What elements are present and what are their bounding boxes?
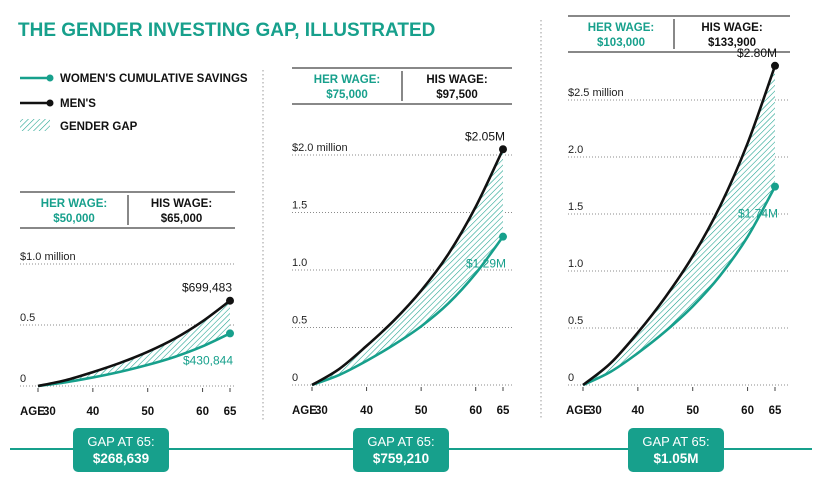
y-tick-label: 0.5 (20, 312, 35, 324)
men-savings-line (37, 299, 231, 388)
women-savings-line (582, 186, 777, 387)
men-endpoint (226, 296, 234, 305)
legend-item-gap: GENDER GAP (20, 119, 138, 133)
gap-badge-value: $759,210 (373, 451, 429, 466)
x-tick-label: 60 (196, 406, 209, 418)
his-wage-label: HIS WAGE: (701, 22, 762, 34)
women-savings-line (37, 332, 231, 388)
x-tick-label: 40 (360, 405, 373, 417)
x-tick-label: 60 (741, 405, 754, 417)
chart-panel-1: HER WAGE: $50,000 HIS WAGE: $65,000 0 0.5 $1.0… (20, 191, 237, 472)
x-tick-label: 50 (686, 405, 699, 417)
gap-badge (73, 428, 169, 472)
men-savings-line (311, 148, 505, 387)
y-tick-label: $2.0 million (292, 142, 348, 154)
legend: WOMEN'S CUMULATIVE SAVINGS MEN'S GENDER … (20, 73, 248, 133)
y-tick-label: 1.5 (292, 200, 307, 212)
y-tick-label: 1.0 (292, 257, 307, 269)
chart-panel-3: HER WAGE: $103,000 HIS WAGE: $133,900 0 0.5 1.… (566, 15, 790, 472)
men-savings-line (582, 65, 777, 387)
y-tick-label: 1.5 (568, 201, 583, 213)
gap-badge-label: GAP AT 65: (367, 434, 434, 449)
gender-gap-area (38, 300, 230, 386)
her-wage-label: HER WAGE: (314, 74, 380, 86)
y-tick-label: 1.0 (568, 258, 583, 270)
his-wage-value: $97,500 (436, 89, 478, 101)
gap-badge (628, 428, 724, 472)
gender-gap-area (312, 149, 503, 385)
y-tick-label: $2.5 million (568, 87, 624, 99)
x-axis-title: AGE (566, 405, 591, 417)
gap-badge-label: GAP AT 65: (87, 434, 154, 449)
y-tick-label: $1.0 million (20, 251, 76, 263)
gap-badge-label: GAP AT 65: (642, 434, 709, 449)
x-tick-label: 40 (86, 406, 99, 418)
x-tick-label: 65 (497, 405, 510, 417)
women-endpoint (226, 329, 234, 338)
his-wage-value: $65,000 (161, 213, 203, 225)
x-axis-title: AGE (292, 405, 317, 417)
men-endpoint (499, 145, 507, 154)
x-tick-label: 40 (631, 405, 644, 417)
women-endpoint (771, 182, 779, 191)
gap-badge (353, 428, 449, 472)
her-wage-label: HER WAGE: (41, 198, 107, 210)
y-tick-label: 0 (292, 372, 298, 384)
legend-label-gap: GENDER GAP (60, 121, 138, 133)
legend-label-women: WOMEN'S CUMULATIVE SAVINGS (60, 73, 248, 85)
y-tick-label: 0 (20, 373, 26, 385)
women-endpoint (499, 232, 507, 241)
her-wage-value: $103,000 (597, 37, 645, 49)
his-wage-label: HIS WAGE: (426, 74, 487, 86)
her-wage-value: $75,000 (326, 89, 368, 101)
legend-item-men: MEN'S (20, 98, 96, 110)
legend-label-men: MEN'S (60, 98, 96, 110)
x-tick-label: 65 (224, 406, 237, 418)
women-end-label: $1.74M (738, 207, 778, 221)
figure-title: THE GENDER INVESTING GAP, ILLUSTRATED (18, 20, 435, 41)
y-tick-label: 2.0 (568, 144, 583, 156)
gap-badge-value: $1.05M (653, 451, 698, 466)
x-tick-label: 50 (141, 406, 154, 418)
x-axis-title: AGE (20, 406, 45, 418)
gender-gap-area (583, 65, 775, 386)
her-wage-label: HER WAGE: (588, 22, 654, 34)
x-tick-label: 30 (315, 405, 328, 417)
y-tick-label: 0.5 (568, 315, 583, 327)
men-end-label: $2.05M (465, 129, 505, 143)
her-wage-value: $50,000 (53, 213, 95, 225)
gap-swatch (20, 119, 50, 131)
men-endpoint (771, 61, 779, 70)
x-tick-label: 30 (589, 405, 602, 417)
women-end-label: $430,844 (183, 353, 233, 367)
y-tick-label: 0.5 (292, 315, 307, 327)
gap-badge-value: $268,639 (93, 451, 149, 466)
his-wage-value: $133,900 (708, 37, 756, 49)
x-tick-label: 60 (469, 405, 482, 417)
men-end-label: $2.80M (737, 46, 777, 60)
women-savings-line (311, 235, 505, 387)
chart-panel-2: HER WAGE: $75,000 HIS WAGE: $97,500 0 0.5 1.0 1… (292, 67, 512, 472)
women-end-label: $1.29M (466, 257, 506, 271)
y-tick-label: 0 (568, 372, 574, 384)
x-tick-label: 30 (43, 406, 56, 418)
x-tick-label: 50 (415, 405, 428, 417)
his-wage-label: HIS WAGE: (151, 198, 212, 210)
legend-item-women: WOMEN'S CUMULATIVE SAVINGS (20, 73, 248, 85)
men-end-label: $699,483 (182, 281, 232, 295)
x-tick-label: 65 (769, 405, 782, 417)
